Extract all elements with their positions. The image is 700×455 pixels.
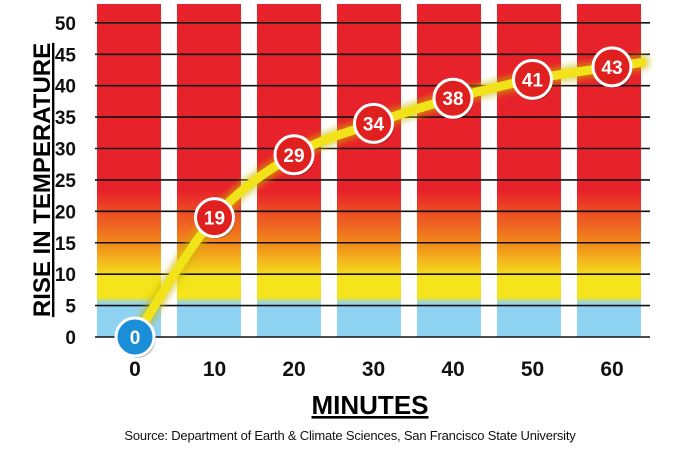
source-note: Source: Department of Earth & Climate Sc…: [124, 428, 576, 443]
data-point-marker: [591, 46, 633, 88]
y-tick-label: 50: [55, 14, 76, 35]
data-label: 41: [522, 70, 544, 91]
data-markers: 0 19 29 34 38 41 43: [114, 46, 633, 358]
data-label: 43: [601, 58, 622, 79]
data-point-marker: [114, 316, 156, 358]
data-point-marker: [512, 58, 553, 100]
data-label: 29: [283, 146, 304, 167]
data-point-marker: [273, 134, 315, 176]
data-point: 34: [353, 102, 394, 145]
gridlines: [95, 22, 650, 338]
x-tick-label: 50: [521, 358, 544, 381]
y-tick-label: 25: [55, 171, 77, 192]
data-point: 0: [114, 316, 156, 358]
y-tick-label: 10: [55, 265, 76, 286]
x-axis-ticks: 0 10 20 30 40 50 60: [129, 358, 624, 381]
background-column: [177, 4, 241, 337]
x-tick-label: 10: [203, 358, 226, 381]
x-tick-label: 20: [282, 358, 305, 381]
x-axis-title: MINUTES: [312, 390, 429, 420]
x-tick-label: 30: [362, 358, 385, 381]
data-point: 38: [432, 77, 474, 120]
data-label: 19: [204, 209, 225, 230]
y-tick-label: 0: [65, 328, 76, 349]
data-point-marker: [194, 197, 235, 239]
y-tick-label: 35: [55, 108, 77, 129]
data-label: 0: [130, 328, 141, 349]
data-label: 38: [442, 89, 463, 110]
data-point-marker: [432, 77, 474, 119]
x-tick-label: 60: [600, 358, 623, 381]
x-tick-label: 0: [129, 358, 141, 381]
y-axis-title: RISE IN TEMPERATURE: [29, 43, 56, 317]
data-point: 19: [194, 197, 235, 239]
data-point: 41: [512, 58, 553, 101]
data-point-marker: [353, 102, 394, 144]
background-columns: [97, 4, 641, 337]
data-label: 34: [363, 114, 385, 135]
background-column: [97, 4, 161, 337]
y-tick-label: 45: [55, 45, 77, 66]
y-axis-ticks: 0 5 10 15 20 25 30 35 40 45 50: [55, 14, 77, 349]
background-column: [417, 4, 481, 337]
y-tick-label: 5: [65, 297, 76, 318]
data-point: 29: [273, 134, 315, 176]
y-tick-label: 30: [55, 140, 76, 161]
x-tick-label: 40: [441, 358, 464, 381]
y-tick-label: 15: [55, 234, 77, 255]
data-point: 43: [591, 46, 633, 88]
background-column: [337, 4, 401, 337]
y-tick-label: 40: [55, 77, 76, 98]
y-tick-label: 20: [55, 202, 76, 223]
